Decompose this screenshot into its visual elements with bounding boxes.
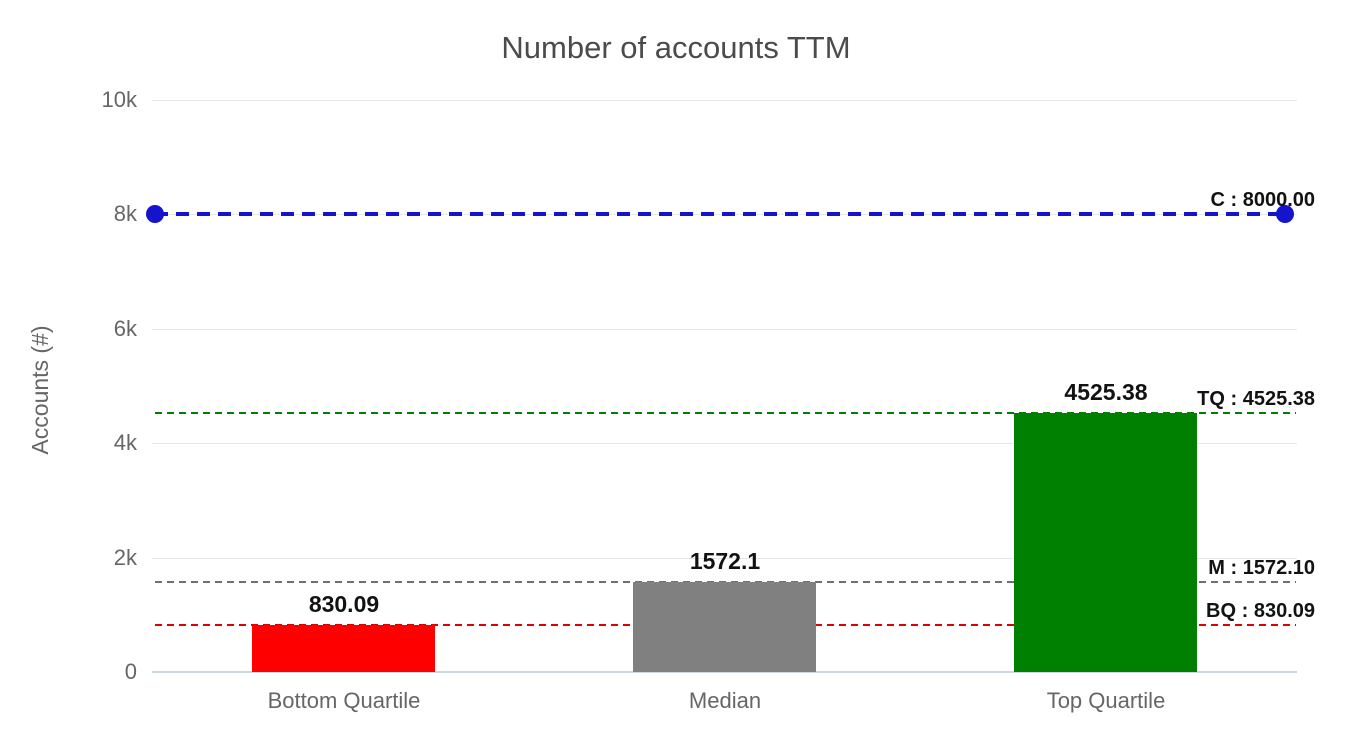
x-axis-label-median: Median [688, 688, 762, 713]
x-axis-label-bottom-quartile: Bottom Quartile [267, 688, 421, 713]
bar-value-label-bottom-quartile: 830.09 [308, 591, 380, 617]
x-axis-label-top-quartile: Top Quartile [1046, 688, 1166, 713]
gridline-10k [152, 100, 1297, 101]
bar-median[interactable] [633, 582, 816, 672]
gridline-4k [152, 443, 1297, 444]
benchmark-label-c: C : 8000.00 [1210, 189, 1315, 211]
x-axis-line [152, 671, 1297, 673]
reference-label-m: M : 1572.10 [1208, 557, 1315, 579]
bar-value-label-top-quartile: 4525.38 [1064, 379, 1148, 405]
benchmark-line-c [155, 212, 1285, 216]
reference-line-tq [155, 412, 1296, 414]
chart-title: Number of accounts TTM [501, 30, 851, 65]
gridline-2k [152, 558, 1297, 559]
gridline-6k [152, 329, 1297, 330]
y-tick-label-0: 0 [124, 659, 137, 684]
bar-value-label-median: 1572.1 [689, 548, 761, 574]
reference-label-bq: BQ : 830.09 [1206, 600, 1315, 622]
reference-label-tq: TQ : 4525.38 [1197, 388, 1315, 410]
y-tick-label-10k: 10k [101, 87, 137, 112]
benchmark-marker-left[interactable] [146, 205, 164, 223]
y-axis-title: Accounts (#) [27, 325, 53, 455]
y-tick-label-4k: 4k [113, 430, 137, 455]
y-tick-label-6k: 6k [113, 316, 137, 341]
benchmark-marker-right[interactable] [1276, 205, 1294, 223]
y-tick-label-2k: 2k [113, 545, 137, 570]
bar-top-quartile[interactable] [1014, 413, 1197, 672]
y-tick-label-8k: 8k [113, 201, 137, 226]
bar-bottom-quartile[interactable] [252, 625, 435, 672]
